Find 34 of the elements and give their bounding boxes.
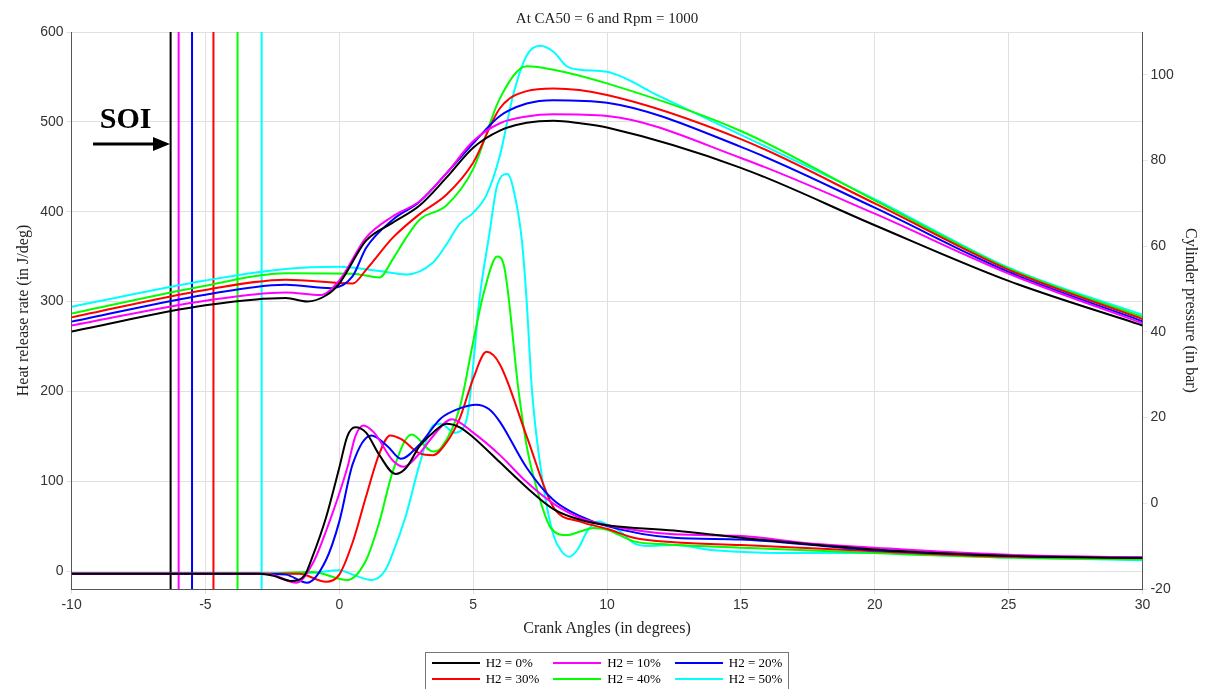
legend-label: H2 = 30% (485, 671, 540, 687)
y2-tick-label: 0 (1150, 494, 1159, 511)
chart-title: At CA50 = 6 and Rpm = 1000 (515, 9, 699, 26)
y2-axis-title: Cylinder pressure (in bar) (1182, 228, 1201, 393)
legend-label: H2 = 20% (728, 655, 783, 671)
y2-tick-label: 20 (1150, 408, 1167, 425)
y-axis-title: Heat release rate (in J/deg) (13, 224, 32, 397)
y-tick-label: 600 (40, 22, 64, 39)
x-tick-label: 5 (469, 596, 478, 613)
x-tick-label: -10 (61, 596, 82, 613)
x-tick-label: 15 (733, 596, 749, 613)
legend-label: H2 = 10% (607, 655, 661, 671)
x-tick-label: 25 (1000, 596, 1017, 613)
x-tick-label: 30 (1134, 596, 1151, 613)
x-tick-label: 0 (335, 596, 344, 613)
y-tick-label: 100 (40, 472, 64, 489)
y2-tick-label: 80 (1150, 151, 1167, 168)
y2-tick-label: 60 (1150, 237, 1167, 254)
y2-tick-label: -20 (1150, 579, 1171, 596)
y-tick-label: 200 (40, 382, 64, 399)
annotation: SOI (99, 101, 152, 135)
y-tick-label: 400 (40, 202, 64, 219)
x-axis-title: Crank Angles (in degrees) (523, 618, 691, 637)
x-tick-label: 20 (866, 596, 883, 613)
x-tick-label: 10 (599, 596, 615, 613)
y2-tick-label: 100 (1150, 65, 1175, 82)
legend-label: H2 = 0% (485, 655, 533, 671)
y-tick-label: 300 (40, 292, 64, 309)
x-tick-label: -5 (199, 596, 212, 613)
legend-label: H2 = 40% (607, 671, 661, 687)
y2-tick-label: 40 (1150, 322, 1167, 339)
y-tick-label: 500 (40, 112, 64, 129)
y-tick-label: 0 (55, 561, 64, 578)
legend-label: H2 = 50% (728, 671, 783, 687)
